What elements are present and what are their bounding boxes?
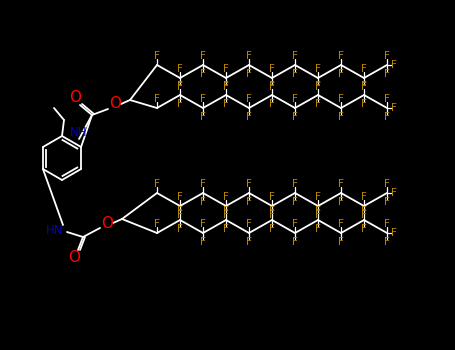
Text: F: F (200, 237, 206, 247)
Text: F: F (223, 210, 229, 220)
Text: F: F (269, 81, 275, 91)
Text: F: F (200, 51, 206, 61)
Text: F: F (292, 197, 298, 207)
Text: F: F (384, 179, 390, 189)
Text: F: F (338, 51, 344, 61)
Text: F: F (338, 112, 344, 122)
Text: F: F (292, 219, 298, 229)
Text: F: F (246, 237, 252, 247)
Text: F: F (315, 82, 321, 92)
Text: F: F (200, 69, 206, 79)
Text: F: F (338, 94, 344, 104)
Text: F: F (246, 51, 252, 61)
Text: F: F (315, 64, 321, 74)
Text: F: F (384, 94, 390, 104)
Text: F: F (338, 237, 344, 247)
Text: F: F (315, 224, 321, 234)
Text: F: F (315, 81, 321, 91)
Text: F: F (315, 192, 321, 202)
Text: F: F (269, 192, 275, 202)
Text: F: F (223, 82, 229, 92)
Text: F: F (361, 82, 367, 92)
Text: F: F (177, 64, 183, 74)
Text: HN: HN (46, 224, 64, 237)
Text: F: F (246, 179, 252, 189)
Text: F: F (391, 188, 397, 198)
Text: F: F (338, 219, 344, 229)
Text: F: F (154, 179, 160, 189)
Text: F: F (292, 51, 298, 61)
Text: F: F (269, 224, 275, 234)
Text: F: F (269, 210, 275, 220)
Text: F: F (154, 219, 160, 229)
Text: F: F (338, 179, 344, 189)
Text: O: O (109, 97, 121, 112)
Text: F: F (223, 64, 229, 74)
Text: F: F (292, 237, 298, 247)
Text: F: F (200, 179, 206, 189)
Text: F: F (154, 51, 160, 61)
Text: F: F (361, 224, 367, 234)
Text: F: F (384, 197, 390, 207)
Text: F: F (384, 219, 390, 229)
Text: F: F (384, 112, 390, 122)
Text: F: F (223, 81, 229, 91)
Text: F: F (315, 210, 321, 220)
Text: F: F (246, 219, 252, 229)
Text: F: F (391, 60, 397, 70)
Text: F: F (361, 210, 367, 220)
Text: F: F (177, 99, 183, 109)
Text: F: F (338, 197, 344, 207)
Text: O: O (101, 216, 113, 231)
Text: F: F (177, 210, 183, 220)
Text: F: F (269, 64, 275, 74)
Text: F: F (361, 192, 367, 202)
Text: F: F (391, 103, 397, 113)
Text: F: F (269, 82, 275, 92)
Text: F: F (391, 228, 397, 238)
Text: F: F (315, 206, 321, 216)
Text: F: F (292, 179, 298, 189)
Text: F: F (315, 99, 321, 109)
Text: F: F (361, 81, 367, 91)
Text: F: F (246, 94, 252, 104)
Text: NH: NH (70, 126, 88, 140)
Text: F: F (269, 99, 275, 109)
Text: F: F (200, 112, 206, 122)
Text: F: F (200, 197, 206, 207)
Text: F: F (177, 81, 183, 91)
Text: F: F (246, 197, 252, 207)
Text: O: O (68, 251, 80, 266)
Text: F: F (177, 206, 183, 216)
Text: F: F (384, 69, 390, 79)
Text: F: F (269, 206, 275, 216)
Text: F: F (223, 206, 229, 216)
Text: F: F (177, 224, 183, 234)
Text: F: F (200, 219, 206, 229)
Text: F: F (361, 206, 367, 216)
Text: F: F (292, 112, 298, 122)
Text: F: F (177, 192, 183, 202)
Text: F: F (361, 64, 367, 74)
Text: F: F (200, 94, 206, 104)
Text: F: F (223, 99, 229, 109)
Text: F: F (246, 112, 252, 122)
Text: O: O (69, 91, 81, 105)
Text: F: F (292, 94, 298, 104)
Text: F: F (384, 51, 390, 61)
Text: F: F (154, 94, 160, 104)
Text: F: F (338, 69, 344, 79)
Text: F: F (246, 69, 252, 79)
Text: F: F (384, 237, 390, 247)
Text: F: F (223, 192, 229, 202)
Text: F: F (223, 224, 229, 234)
Text: F: F (177, 82, 183, 92)
Text: F: F (292, 69, 298, 79)
Text: F: F (361, 99, 367, 109)
